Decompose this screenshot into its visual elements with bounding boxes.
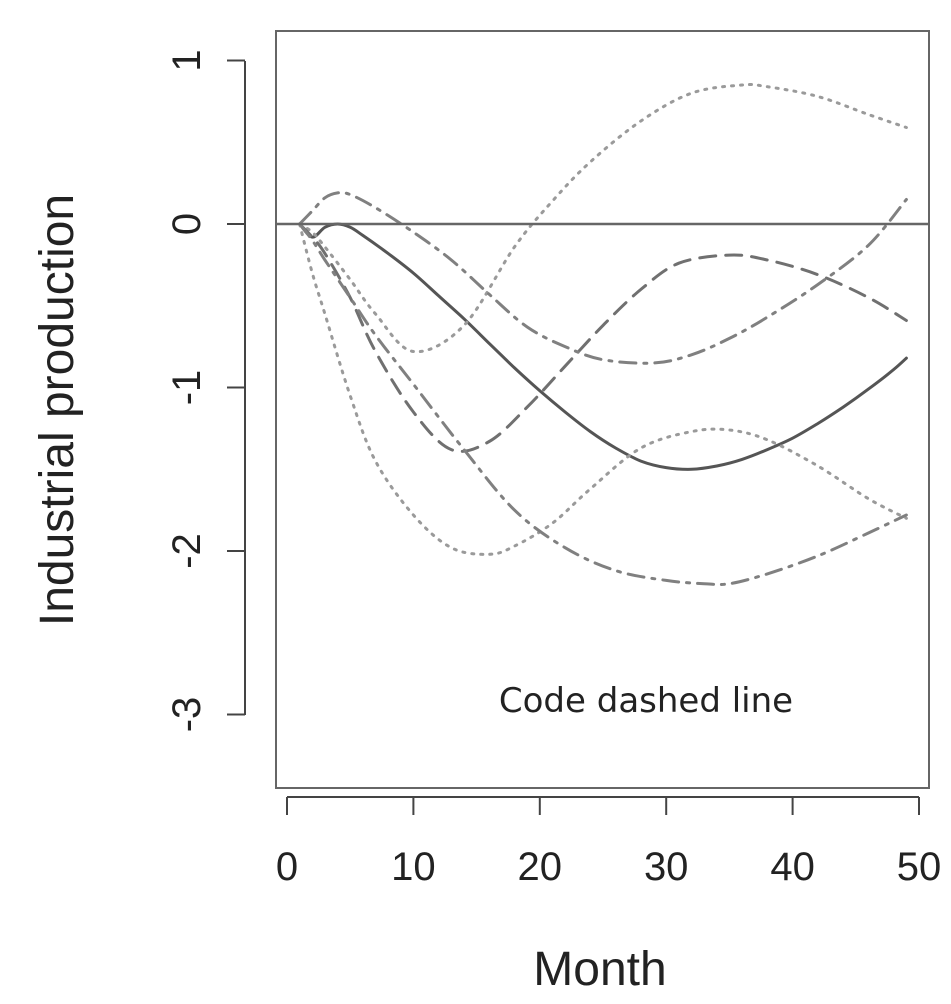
axis-layer [227,59,920,815]
y-tick-label: -1 [165,370,209,406]
y-axis-title: Industrial production [31,194,84,626]
y-tick-label: -2 [165,533,209,569]
x-tick-label: 10 [391,845,436,889]
series-line-2-dotted [298,83,908,354]
y-tick-label: -3 [165,697,209,733]
series-line-1-solid [298,222,908,471]
series-layer [298,83,908,587]
series-line-6-dashdot [298,222,908,587]
series-line-5-dashdot [298,191,908,365]
x-tick-label: 50 [897,845,942,889]
x-axis-title: Month [533,943,666,996]
chart-annotation: Code dashed line [499,681,793,721]
series-line-3-dotted [298,222,908,556]
y-tick-label: 1 [165,49,209,71]
y-tick-label: 0 [165,213,209,235]
x-tick-label: 0 [276,845,298,889]
plot-frame [275,30,930,789]
x-tick-label: 20 [518,845,563,889]
x-tick-label: 30 [644,845,689,889]
x-tick-label: 40 [770,845,815,889]
